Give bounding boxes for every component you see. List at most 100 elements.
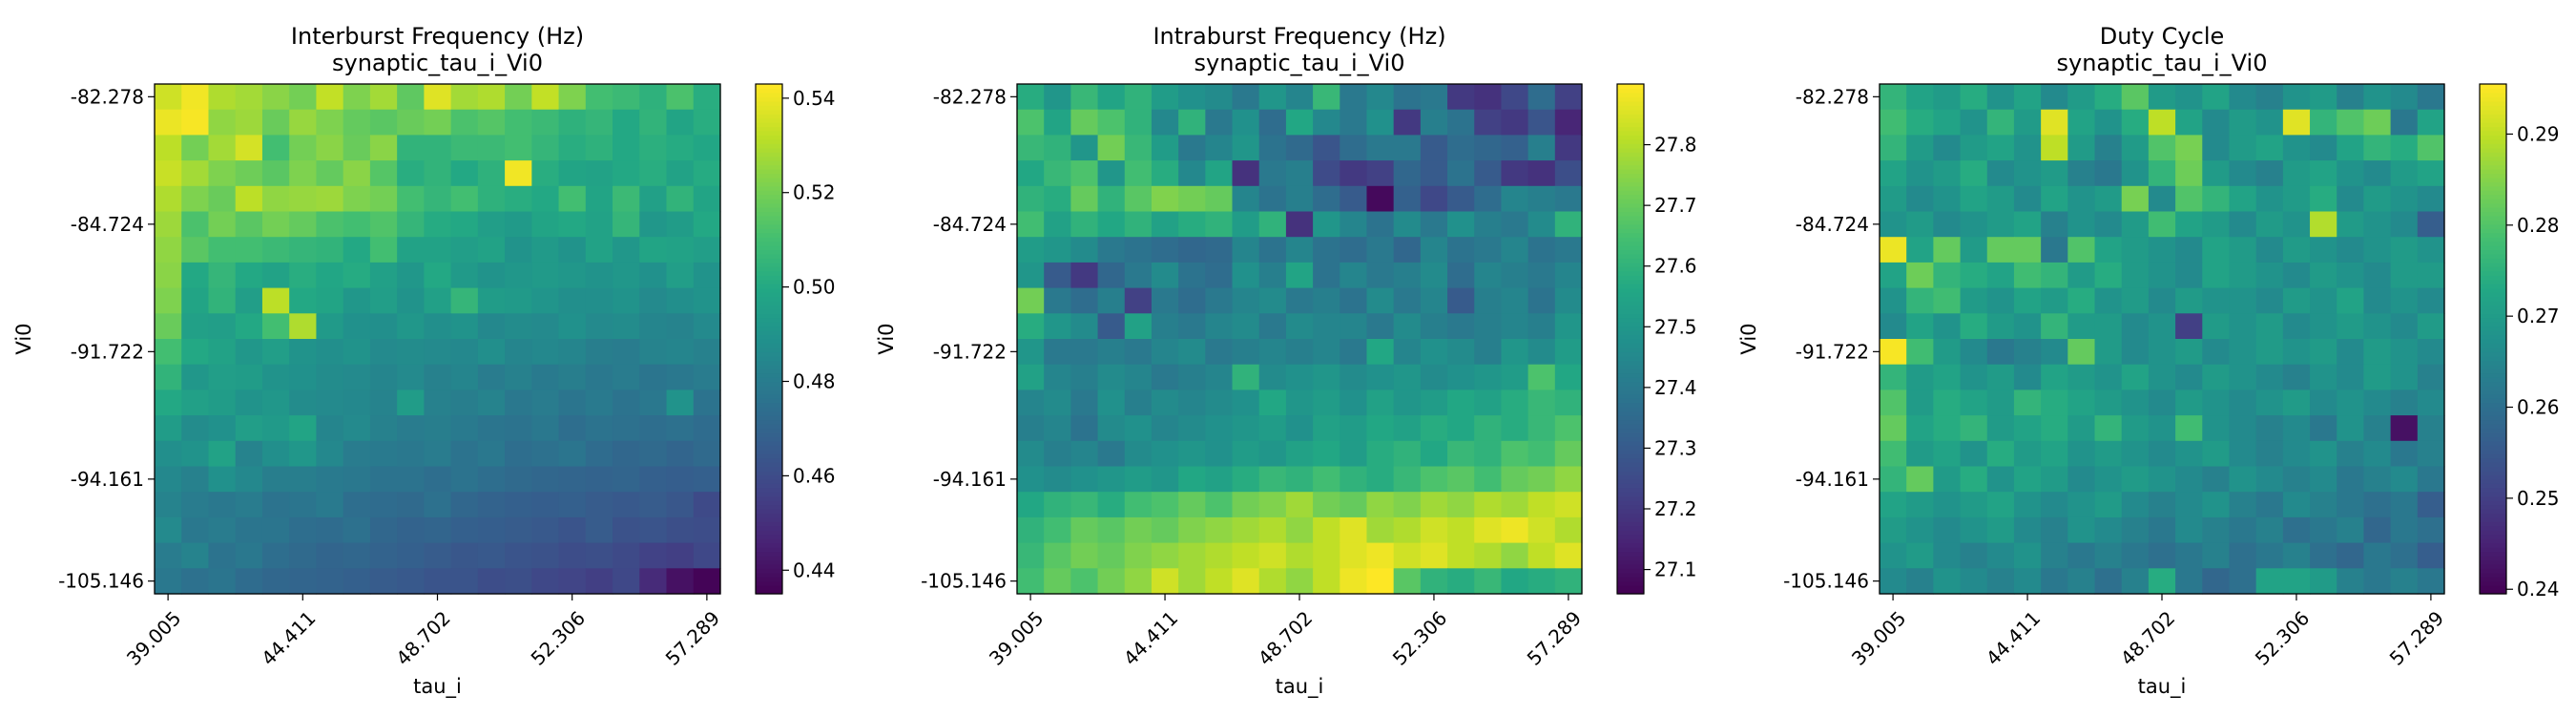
heatmap-cell xyxy=(155,109,182,136)
heatmap-cell xyxy=(289,84,318,111)
heatmap-cell xyxy=(450,415,479,442)
heatmap-cell xyxy=(1017,516,1045,544)
heatmap-cell xyxy=(1340,390,1368,416)
heatmap-cell xyxy=(2310,516,2337,544)
heatmap-cell xyxy=(397,492,425,518)
heatmap-cell xyxy=(2390,237,2419,263)
heatmap-cell xyxy=(2041,135,2068,161)
heatmap-cell xyxy=(585,211,613,238)
heatmap-cell xyxy=(2067,415,2096,442)
heatmap-cell xyxy=(639,440,668,468)
heatmap-cell xyxy=(1097,568,1126,595)
heatmap-cell xyxy=(1474,185,1503,213)
heatmap-cell xyxy=(1258,84,1287,111)
heatmap-cell xyxy=(316,415,344,442)
colorbar-segment xyxy=(756,223,782,229)
heatmap-cell xyxy=(477,135,506,161)
heatmap-cell xyxy=(316,364,344,390)
heatmap-cell xyxy=(316,466,344,493)
heatmap-cell xyxy=(531,339,560,366)
heatmap-cell xyxy=(2363,542,2392,569)
colorbar-segment xyxy=(756,495,782,501)
heatmap-cell xyxy=(424,466,452,493)
heatmap-cell xyxy=(1880,390,1907,416)
heatmap-cell xyxy=(1447,84,1475,111)
heatmap-cell xyxy=(639,287,668,314)
heatmap-cell xyxy=(181,492,210,518)
colorbar-segment xyxy=(756,555,782,560)
colorbar-segment xyxy=(756,411,782,416)
heatmap-cell xyxy=(2282,542,2311,569)
heatmap-cell xyxy=(1340,262,1368,289)
heatmap-cell xyxy=(666,516,695,544)
colorbar-segment xyxy=(2480,572,2506,578)
colorbar-segment xyxy=(2480,160,2506,166)
heatmap-cell xyxy=(1447,364,1475,390)
heatmap-cell xyxy=(235,313,263,340)
colorbar-tick-label: 0.24 xyxy=(2517,578,2560,600)
heatmap-cell xyxy=(2363,440,2392,468)
heatmap-cell xyxy=(531,160,560,187)
y-tick-label: -84.724 xyxy=(1796,213,1869,236)
heatmap-cell xyxy=(585,542,613,569)
colorbar-segment xyxy=(1617,572,1644,578)
heatmap-cell xyxy=(1474,84,1503,111)
heatmap-cell xyxy=(1340,466,1368,493)
colorbar-segment xyxy=(1617,534,1644,539)
heatmap-cell xyxy=(2229,262,2257,289)
x-tick-label: 52.306 xyxy=(527,606,590,669)
heatmap-cell xyxy=(1527,492,1556,518)
colorbar-segment xyxy=(2480,117,2506,123)
heatmap-cell xyxy=(155,542,182,569)
colorbar-segment xyxy=(756,220,782,225)
heatmap-cell xyxy=(2067,568,2096,595)
heatmap-cell xyxy=(1258,211,1287,238)
heatmap-cell xyxy=(1017,287,1045,314)
heatmap-cell xyxy=(531,185,560,213)
heatmap-cell xyxy=(397,390,425,416)
heatmap-cell xyxy=(316,390,344,416)
colorbar-segment xyxy=(756,339,782,345)
heatmap-cell xyxy=(613,415,640,442)
colorbar-segment xyxy=(2480,457,2506,463)
heatmap-cell xyxy=(2417,211,2445,238)
heatmap-cell xyxy=(450,313,479,340)
heatmap-cell xyxy=(2255,84,2284,111)
colorbar-segment xyxy=(2480,500,2506,506)
heatmap-cell xyxy=(1017,211,1045,238)
heatmap-cell xyxy=(181,466,210,493)
heatmap-cell xyxy=(1205,135,1234,161)
heatmap-cell xyxy=(1554,84,1583,111)
heatmap-cell xyxy=(1044,211,1071,238)
heatmap-cell xyxy=(424,364,452,390)
heatmap-cell xyxy=(2041,516,2068,544)
colorbar-segment xyxy=(1617,449,1644,454)
heatmap-cell xyxy=(477,313,506,340)
heatmap-cell xyxy=(343,516,371,544)
heatmap-cell xyxy=(2067,287,2096,314)
heatmap-cell xyxy=(1960,568,1988,595)
heatmap-cell xyxy=(1178,84,1206,111)
colorbar-segment xyxy=(1617,478,1644,484)
heatmap-cell xyxy=(2310,415,2337,442)
heatmap-cell xyxy=(531,466,560,493)
heatmap-cell xyxy=(235,415,263,442)
heatmap-cell xyxy=(369,160,398,187)
heatmap-cell xyxy=(2310,466,2337,493)
heatmap-cell xyxy=(1097,237,1126,263)
heatmap-cell xyxy=(1420,185,1448,213)
heatmap-cell xyxy=(2310,542,2337,569)
heatmap-cell xyxy=(2013,185,2042,213)
heatmap-cell xyxy=(1880,364,1907,390)
colorbar-segment xyxy=(2480,305,2506,310)
heatmap-cell xyxy=(1313,287,1340,314)
colorbar-segment xyxy=(756,393,782,399)
heatmap-cell xyxy=(316,492,344,518)
colorbar-segment xyxy=(756,117,782,123)
colorbar-segment xyxy=(1617,343,1644,348)
heatmap-cell xyxy=(1933,516,1962,544)
heatmap-cell xyxy=(181,262,210,289)
heatmap-cell xyxy=(2041,415,2068,442)
heatmap-cell xyxy=(2148,237,2176,263)
